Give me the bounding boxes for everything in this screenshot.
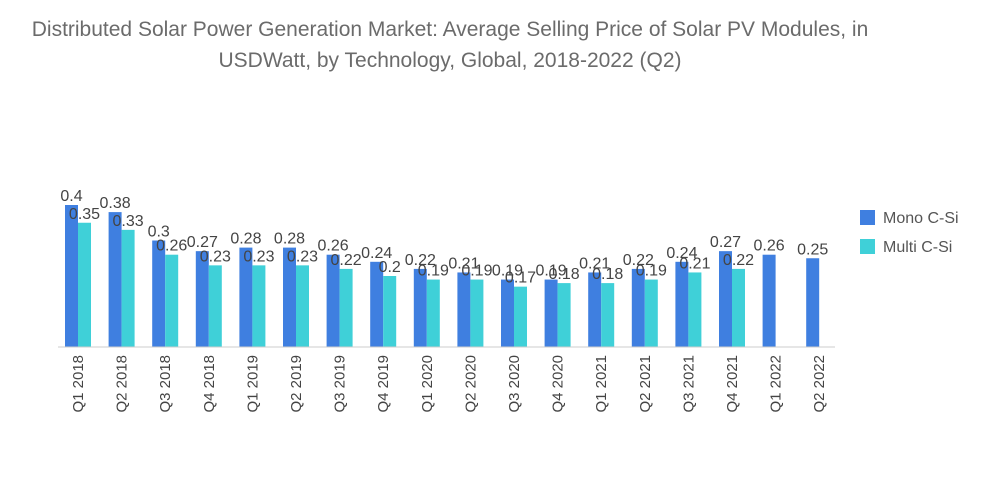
bar-mono-6 [326, 254, 340, 347]
bar-multi-4 [252, 265, 266, 347]
bar-mono-15 [719, 251, 732, 347]
bar-multi-2 [165, 254, 179, 347]
value-label-multi-4: 0.23 [243, 248, 274, 265]
legend-swatch-multi [860, 239, 875, 254]
value-label-multi-1: 0.33 [113, 213, 144, 230]
bar-mono-7 [370, 261, 384, 347]
bar-mono-0 [65, 205, 78, 347]
value-label-mono-8: 0.22 [405, 252, 436, 269]
legend-label-multi: Multi C-Si [883, 239, 952, 256]
bar-multi-3 [208, 265, 222, 347]
bar-mono-9 [457, 272, 471, 347]
x-tick-label-8: Q1 2020 [419, 355, 436, 413]
value-labels-layer: 0.40.350.380.330.30.26 0.270.230.280.230.… [60, 188, 828, 287]
value-label-mono-2: 0.3 [148, 224, 170, 241]
value-label-mono-17: 0.25 [797, 241, 828, 258]
chart-title: Distributed Solar Power Generation Marke… [31, 18, 869, 72]
bar-multi-9 [470, 279, 484, 347]
value-label-mono-6: 0.26 [318, 238, 349, 255]
value-label-mono-11: 0.19 [536, 263, 567, 280]
value-label-mono-16: 0.26 [754, 238, 785, 255]
value-label-mono-14: 0.24 [666, 245, 697, 262]
x-tick-label-7: Q4 2019 [375, 355, 392, 413]
value-label-multi-10: 0.17 [505, 270, 536, 287]
x-tick-label-3: Q4 2018 [201, 355, 218, 413]
value-label-mono-15: 0.27 [710, 234, 741, 251]
value-label-mono-9: 0.21 [448, 255, 479, 272]
x-tick-label-16: Q1 2022 [768, 355, 785, 413]
bar-mono-10 [501, 279, 514, 347]
bar-multi-0 [78, 222, 91, 347]
x-tick-label-6: Q3 2019 [332, 355, 349, 413]
x-tick-label-5: Q2 2019 [288, 355, 305, 413]
bar-mono-2 [152, 240, 166, 347]
bar-mono-3 [195, 251, 209, 347]
x-tick-label-14: Q3 2021 [680, 355, 697, 413]
value-label-mono-5: 0.28 [274, 231, 305, 248]
value-label-multi-3: 0.23 [200, 248, 231, 265]
value-label-mono-4: 0.28 [230, 231, 261, 248]
bar-multi-11 [557, 283, 571, 347]
bar-multi-7 [383, 276, 397, 347]
value-label-multi-13: 0.19 [636, 263, 667, 280]
value-label-mono-12: 0.21 [579, 255, 610, 272]
bar-mono-13 [631, 268, 645, 347]
value-label-multi-12: 0.18 [592, 266, 623, 283]
x-tick-labels-layer: Q1 2018 Q2 2018 Q3 2018 Q4 2018 Q1 2019 Q2 20… [70, 355, 828, 413]
bar-multi-5 [296, 265, 309, 347]
value-label-mono-10: 0.19 [492, 263, 523, 280]
value-label-multi-6: 0.22 [331, 252, 362, 269]
legend-label-mono: Mono C-Si [883, 210, 959, 227]
value-label-multi-8: 0.19 [418, 263, 449, 280]
x-tick-label-15: Q4 2021 [724, 355, 741, 413]
x-tick-label-11: Q4 2020 [550, 355, 567, 413]
x-tick-label-12: Q1 2021 [593, 355, 610, 413]
bar-mono-14 [675, 261, 689, 347]
bar-multi-12 [601, 283, 615, 347]
value-label-multi-5: 0.23 [287, 248, 318, 265]
bar-multi-1 [121, 229, 135, 347]
bar-mono-11 [544, 279, 558, 347]
x-tick-label-10: Q3 2020 [506, 355, 523, 413]
bar-mono-5 [283, 247, 296, 347]
bar-multi-10 [514, 286, 527, 347]
bar-multi-15 [732, 268, 745, 347]
value-label-mono-3: 0.27 [187, 234, 218, 251]
x-tick-label-13: Q2 2021 [637, 355, 654, 413]
bar-multi-6 [339, 268, 353, 347]
value-label-mono-7: 0.24 [361, 245, 392, 262]
value-label-mono-0: 0.4 [60, 188, 82, 205]
x-tick-label-2: Q3 2018 [157, 355, 174, 413]
bars-layer [65, 205, 820, 347]
value-label-mono-13: 0.22 [623, 252, 654, 269]
bar-multi-8 [426, 279, 440, 347]
bar-multi-14 [688, 272, 702, 347]
bar-mono-1 [108, 212, 122, 347]
legend-swatch-mono [860, 210, 875, 225]
value-label-multi-15: 0.22 [723, 252, 754, 269]
bar-mono-8 [413, 268, 427, 347]
value-label-multi-7: 0.2 [379, 259, 401, 276]
x-tick-label-17: Q2 2022 [811, 355, 828, 413]
x-tick-label-1: Q2 2018 [114, 355, 131, 413]
bar-multi-13 [644, 279, 658, 347]
x-tick-label-4: Q1 2019 [244, 355, 261, 413]
bar-mono-16 [762, 254, 776, 347]
legend: Mono C-Si Multi C-Si [860, 210, 959, 256]
x-tick-label-9: Q2 2020 [462, 355, 479, 413]
value-label-multi-14: 0.21 [679, 255, 710, 272]
x-tick-label-0: Q1 2018 [70, 355, 87, 413]
value-label-multi-2: 0.26 [156, 238, 187, 255]
bar-mono-4 [239, 247, 253, 347]
value-label-multi-9: 0.19 [461, 263, 492, 280]
bar-mono-12 [588, 272, 602, 347]
bar-mono-17 [806, 258, 820, 347]
value-label-multi-0: 0.35 [69, 206, 100, 223]
value-label-multi-11: 0.18 [549, 266, 580, 283]
value-label-mono-1: 0.38 [100, 195, 131, 212]
